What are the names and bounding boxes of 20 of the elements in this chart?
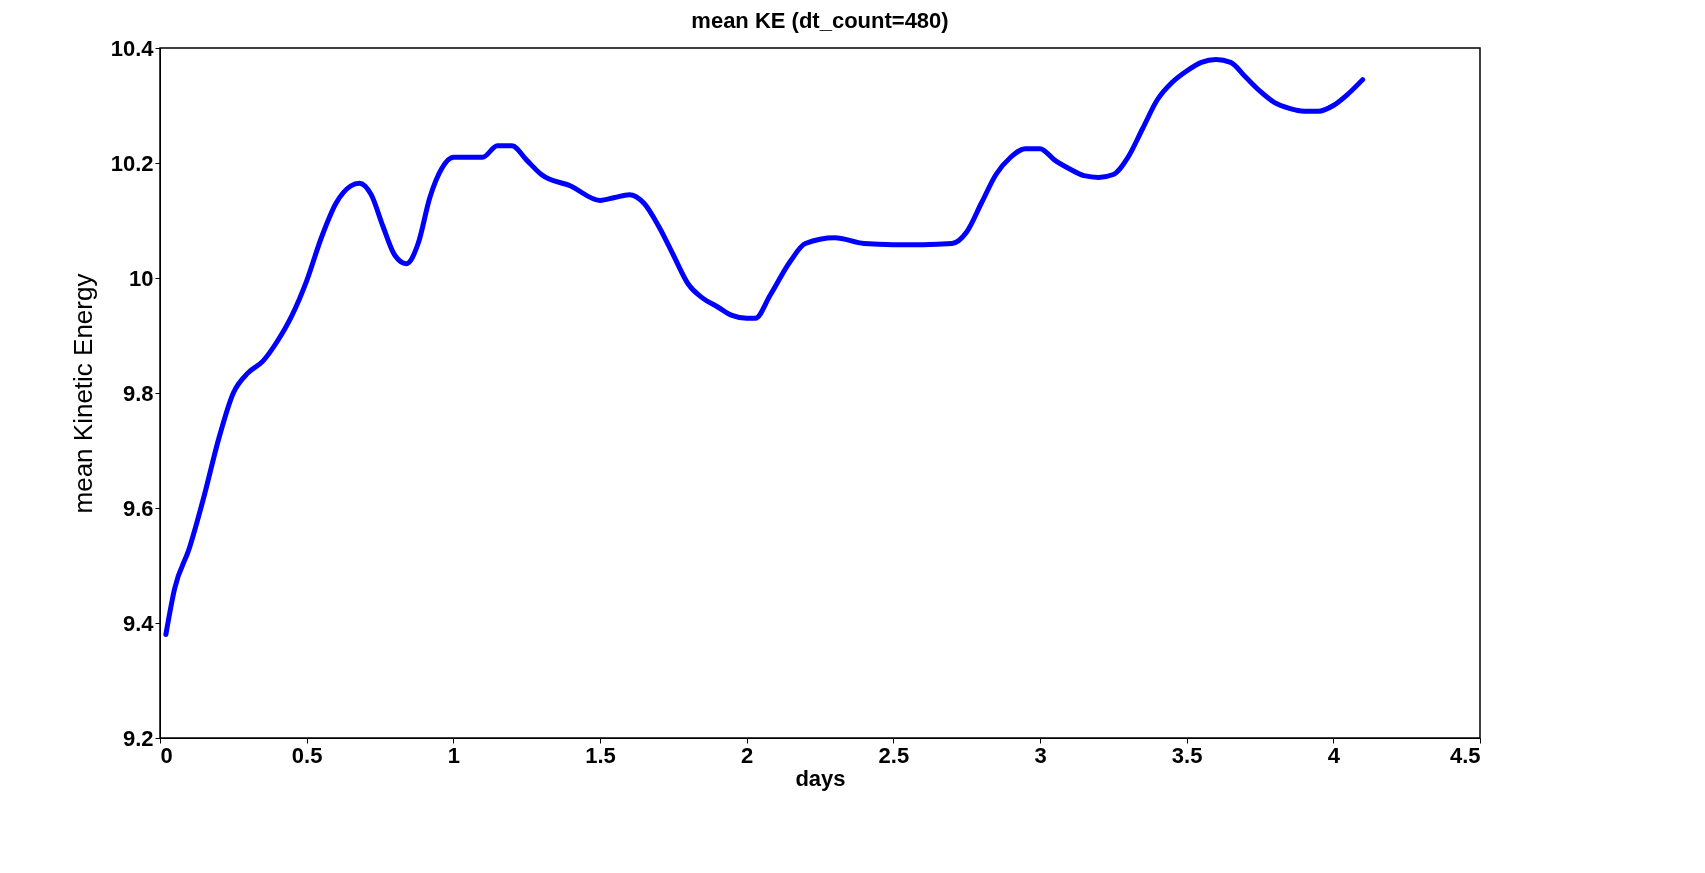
- x-tick-label: 0.5: [291, 742, 323, 768]
- x-tick-label: 0: [160, 742, 173, 768]
- x-axis-title: days: [795, 765, 846, 791]
- x-tick-label: 1.5: [585, 742, 616, 768]
- y-axis-title: mean Kinetic Energy: [67, 273, 98, 514]
- x-tick-label: 3.5: [1171, 742, 1203, 768]
- x-tick-label: 2: [741, 742, 754, 768]
- y-tick-label: 10.2: [110, 150, 154, 176]
- chart-title: mean KE (dt_count=480): [691, 8, 949, 33]
- x-tick-label: 1: [447, 742, 460, 768]
- y-tick-label: 9.2: [122, 725, 154, 751]
- x-tick-label: 3: [1034, 742, 1047, 768]
- x-tick-label: 4.5: [1449, 742, 1481, 768]
- y-tick-label: 10: [129, 265, 154, 291]
- y-tick-label: 9.6: [122, 495, 154, 521]
- y-tick-label: 9.8: [122, 380, 154, 406]
- x-tick-label: 4: [1327, 742, 1341, 768]
- x-tick-label: 2.5: [878, 742, 910, 768]
- y-tick-label: 9.4: [122, 610, 155, 636]
- y-tick-label: 10.4: [110, 35, 155, 61]
